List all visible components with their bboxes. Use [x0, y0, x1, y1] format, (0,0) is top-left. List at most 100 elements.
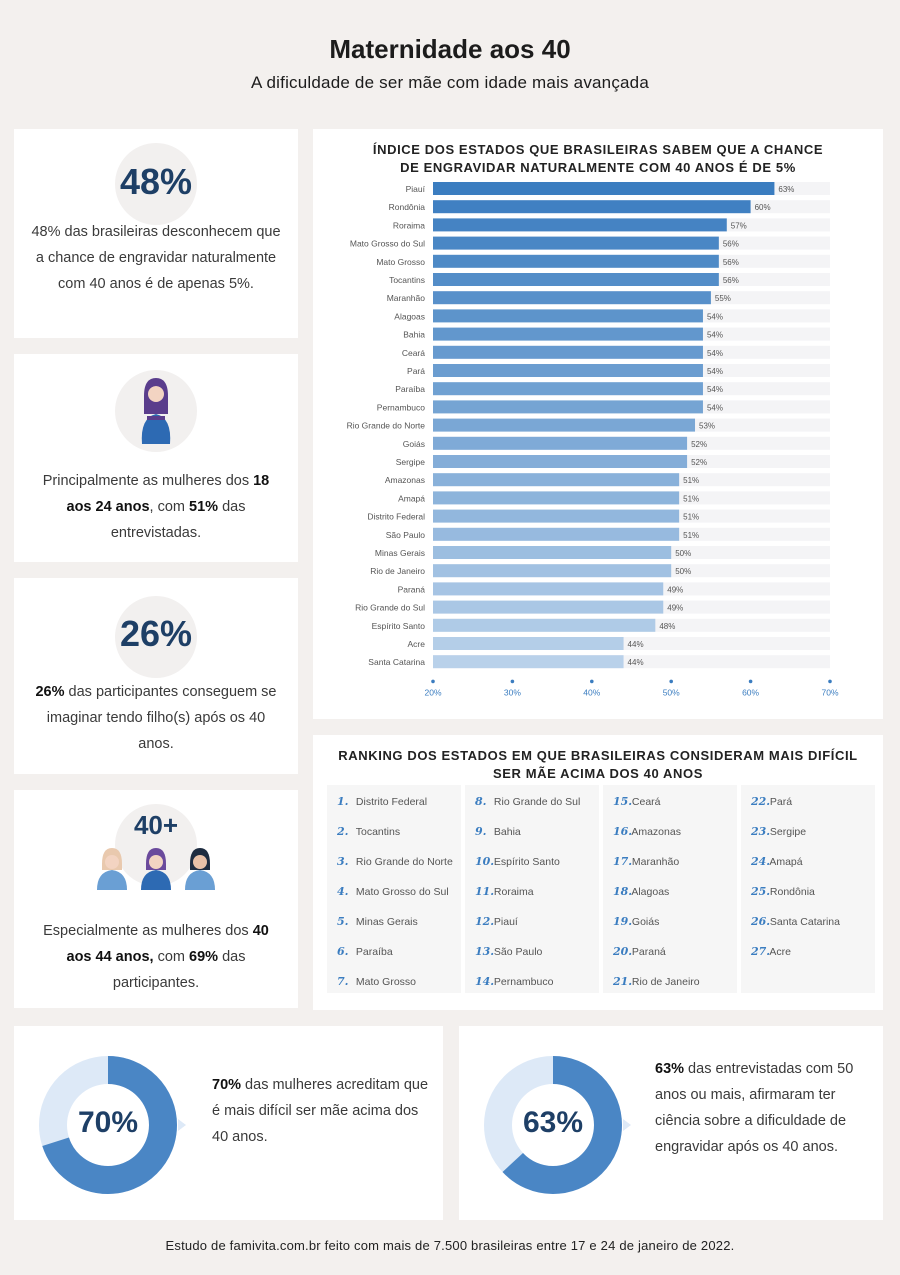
ranking-number: 3. — [337, 855, 349, 868]
axis-tick-mark — [669, 679, 673, 684]
ranking-item: 6. Paraíba — [337, 945, 393, 958]
bar-rio-grande-do-norte — [433, 418, 696, 432]
ranking-state: Minas Gerais — [353, 916, 418, 928]
bar-piauí — [433, 182, 775, 195]
ranking-item: 18. Alagoas — [613, 885, 669, 898]
bar-category-label: Rio de Janeiro — [370, 566, 425, 576]
bar-category-label: Acre — [408, 639, 426, 649]
ranking-item: 11. Roraima — [475, 885, 534, 898]
ranking-item: 17. Maranhão — [613, 855, 679, 868]
bar-value-label: 51% — [683, 513, 699, 522]
bar-value-label: 49% — [667, 604, 683, 613]
bar-category-label: São Paulo — [386, 530, 425, 540]
page-title: Maternidade aos 40 — [329, 34, 571, 64]
bar-category-label: Rio Grande do Norte — [347, 421, 426, 431]
ranking-state: Paraíba — [353, 946, 393, 958]
ranking-state: Rondônia — [767, 886, 815, 898]
bar-value-label: 50% — [675, 567, 691, 576]
bar-category-label: Amapá — [398, 493, 425, 503]
ranking-state: Ceará — [629, 796, 661, 808]
ranking-state: Mato Grosso do Sul — [353, 886, 449, 898]
ranking-state: Rio de Janeiro — [629, 976, 700, 988]
bar-pará — [433, 364, 703, 377]
footer-note: Estudo de famivita.com.br feito com mais… — [165, 1238, 735, 1253]
donut-card-70: 70% 70% das mulheres acreditam que é mai… — [14, 1026, 443, 1220]
bar-category-label: Paraná — [398, 584, 426, 594]
bar-category-label: Santa Catarina — [368, 657, 425, 667]
ranking-state: Bahia — [491, 826, 521, 838]
bar-value-label: 54% — [707, 403, 723, 412]
bar-paraíba — [433, 382, 703, 396]
bar-distrito-federal — [433, 509, 680, 523]
bar-paraná — [433, 582, 664, 596]
ranking-item: 25. Rondônia — [751, 885, 815, 898]
ranking-number: 20. — [613, 945, 633, 958]
stat-desc-48: 48% das brasileiras desconhecem que a ch… — [31, 224, 281, 292]
ranking-item: 2. Tocantins — [337, 825, 400, 838]
bar-roraima — [433, 218, 727, 232]
three-women-icon — [97, 848, 215, 890]
ranking-item: 9. Bahia — [475, 825, 521, 838]
ranking-state: Tocantins — [353, 826, 401, 838]
bar-alagoas — [433, 309, 703, 323]
ranking-item: 24. Amapá — [751, 855, 803, 868]
ranking-number: 1. — [337, 795, 349, 808]
ranking-item: 16. Amazonas — [613, 825, 681, 838]
ranking-number: 26. — [751, 915, 771, 928]
ranking-item: 21. Rio de Janeiro — [613, 975, 700, 988]
stat-card-48: 48% 48% das brasileiras desconhecem que … — [14, 129, 298, 338]
ranking-number: 19. — [613, 915, 633, 928]
ranking-state: Amazonas — [629, 826, 681, 838]
donut-chart-70 — [39, 1056, 186, 1194]
bar-category-label: Espírito Santo — [372, 621, 426, 631]
stat-desc-26: 26% das participantes conseguem se imagi… — [35, 684, 277, 752]
bar-category-label: Mato Grosso — [376, 257, 425, 267]
ranking-column-1 — [327, 785, 461, 993]
bar-value-label: 54% — [707, 349, 723, 358]
ranking-item: 3. Rio Grande do Norte — [337, 855, 453, 868]
donut-arc-70 — [39, 1056, 177, 1194]
bar-sergipe — [433, 455, 688, 468]
stat-value-48: 48% — [119, 161, 193, 202]
ranking-item: 27. Acre — [751, 945, 791, 958]
bar-value-label: 49% — [667, 585, 683, 594]
bar-value-label: 50% — [675, 549, 691, 558]
ranking-state: Rio Grande do Norte — [353, 856, 453, 868]
stat-bubble — [115, 596, 197, 678]
bar-category-label: Mato Grosso do Sul — [350, 239, 425, 249]
ranking-item: 15. Ceará — [613, 795, 661, 808]
donut-value-63: 63% — [522, 1106, 584, 1139]
ranking-number: 24. — [751, 855, 771, 868]
page-subtitle: A dificuldade de ser mãe com idade mais … — [251, 73, 649, 92]
bar-value-label: 63% — [778, 185, 794, 194]
ranking-state: Paraná — [629, 946, 666, 958]
ranking-item: 19. Goiás — [613, 915, 659, 928]
ranking-number: 10. — [475, 855, 495, 868]
bar-santa-catarina — [433, 655, 624, 669]
bar-category-label: Bahia — [403, 330, 425, 340]
ranking-item: 10. Espírito Santo — [475, 855, 560, 868]
ranking-state: Piauí — [491, 916, 518, 928]
ranking-number: 15. — [613, 795, 633, 808]
ranking-item: 5. Minas Gerais — [337, 915, 418, 928]
bar-chart: Piauí 63% Rondônia 60% Roraima 57% Mato Grosso… — [347, 182, 839, 697]
bar-category-label: Minas Gerais — [375, 548, 425, 558]
bar-category-label: Piauí — [406, 184, 426, 194]
bar-value-label: 52% — [691, 440, 707, 449]
axis-tick-mark — [510, 679, 515, 684]
bar-rondônia — [433, 200, 751, 214]
bar-maranhão — [433, 291, 711, 305]
ranking-state: Distrito Federal — [353, 796, 428, 808]
ranking-number: 9. — [475, 825, 487, 838]
bar-chart-card: ÍNDICE DOS ESTADOS QUE BRASILEIRAS SABEM… — [313, 129, 883, 719]
ranking-number: 14. — [475, 975, 495, 988]
donut-arc-63 — [484, 1056, 622, 1194]
ranking-item: 12. Piauí — [475, 915, 518, 928]
axis-tick-label: 20% — [424, 687, 441, 697]
bar-acre — [433, 637, 624, 650]
ranking-number: 2. — [337, 825, 349, 838]
bar-pernambuco — [433, 400, 703, 414]
ranking-number: 23. — [751, 825, 771, 838]
ranking-state: Goiás — [629, 916, 660, 928]
bar-bahia — [433, 327, 703, 341]
